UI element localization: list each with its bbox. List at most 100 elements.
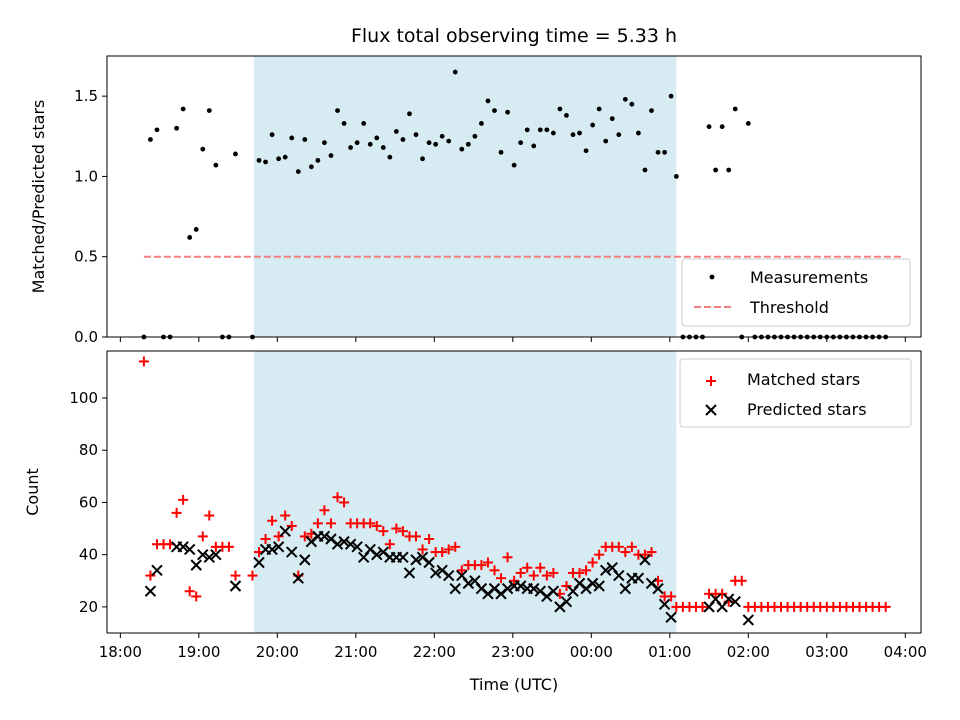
predicted-star-point (586, 577, 599, 590)
x-marker-b (658, 598, 671, 610)
top-legend-box (681, 258, 911, 327)
matched-star-point (509, 575, 520, 586)
matched-star-point (411, 531, 422, 542)
measurement-point (295, 169, 301, 175)
measurement-point (472, 133, 478, 139)
measurement-point (609, 116, 615, 122)
x-marker-b (331, 538, 344, 550)
x-marker-b (144, 585, 157, 597)
measurement-point (498, 149, 504, 155)
matched-star-point (443, 544, 454, 555)
matched-star-point (666, 591, 677, 602)
measurement-point (537, 127, 543, 133)
predicted-star-point (151, 564, 163, 577)
x-marker-b (547, 585, 560, 597)
measurement-point (668, 93, 674, 99)
predicted-star-point (190, 559, 202, 571)
matched-star-point (339, 497, 350, 508)
matched-star-point (620, 547, 631, 558)
predicted-star-point (423, 556, 435, 569)
x-marker-b (279, 525, 291, 537)
x-marker-b (210, 548, 222, 561)
x-marker-b (469, 575, 481, 587)
predicted-star-point (619, 582, 632, 595)
x-marker-b (436, 564, 448, 577)
top-panel: 0.0 0.5 1.0 1.5 Matched/Predicted stars Mea… (29, 55, 922, 346)
measurement-point (206, 108, 212, 113)
matched-star-point (223, 541, 234, 552)
predicted-stars-points (144, 525, 755, 626)
predicted-star-point (547, 585, 560, 597)
bottom-x-tick-label: 19:00 (177, 643, 220, 661)
matched-star-point (613, 541, 624, 552)
top-y-tick-label: 1.0 (74, 167, 98, 185)
measurement-point (713, 167, 719, 173)
matched-star-point (626, 541, 637, 552)
measurement-points (141, 69, 889, 340)
x-marker-b (645, 577, 658, 590)
measurement-point (505, 109, 510, 115)
bottom-legend-box (679, 358, 912, 428)
predicted-star-point (397, 551, 409, 563)
x-marker-b (318, 530, 331, 543)
measurement-point (426, 140, 432, 146)
predicted-star-point (652, 582, 664, 595)
measurement-point (459, 146, 465, 152)
matched-star-point (273, 531, 284, 542)
x-marker-b (151, 564, 163, 577)
legend-measurements-label: Measurements (750, 268, 868, 287)
measurement-point (400, 137, 406, 142)
x-marker-b (416, 551, 429, 563)
bottom-y-tick-label: 60 (79, 493, 98, 511)
matched-star-point (391, 523, 402, 534)
matched-star-point (204, 510, 215, 521)
matched-star-point (482, 557, 493, 568)
measurement-point (335, 108, 340, 113)
x-marker-b (462, 577, 475, 590)
measurement-point (256, 157, 262, 163)
matched-star-point (496, 573, 507, 584)
x-marker-b (742, 614, 755, 626)
matched-star-point (646, 547, 657, 558)
predicted-star-point (229, 580, 242, 592)
bottom-x-tick-label: 03:00 (805, 643, 848, 661)
measurement-point (374, 135, 380, 141)
matched-stars-points (138, 356, 891, 612)
matched-star-point (184, 586, 195, 597)
matched-star-point (437, 547, 448, 558)
bottom-y-axis-label: Count (23, 468, 42, 516)
matched-star-point (541, 570, 552, 581)
measurement-point (745, 121, 751, 126)
bottom-x-tick-label: 04:00 (884, 643, 927, 661)
bottom-panel: 20 40 60 80 100 18:00 19:00 20:00 21:00 22:00 23:… (23, 350, 927, 694)
matched-star-point (424, 534, 435, 544)
matched-star-point (230, 570, 241, 581)
predicted-star-point (658, 598, 671, 610)
predicted-star-point (318, 530, 331, 543)
matched-star-point (332, 492, 343, 503)
predicted-star-point (183, 543, 196, 556)
matched-star-point (476, 560, 487, 571)
measurement-point (518, 140, 524, 146)
x-marker-b (449, 582, 461, 595)
measurement-point (407, 111, 412, 117)
x-marker-b (253, 556, 265, 569)
x-marker-b (528, 582, 540, 595)
predicted-star-point (338, 535, 350, 548)
bottom-y-tick-label: 40 (79, 546, 98, 564)
chart-title: Flux total observing time = 5.33 h (351, 25, 677, 47)
measurement-point (616, 132, 622, 138)
x-marker-b (371, 548, 383, 561)
matched-star-point (267, 515, 278, 526)
predicted-star-point (279, 525, 291, 537)
x-marker-b (266, 543, 278, 556)
measurement-point (603, 138, 609, 144)
bottom-x-tick-label: 21:00 (334, 643, 377, 661)
predicted-star-point (449, 582, 461, 595)
x-marker-b (344, 538, 357, 550)
matched-star-point (522, 562, 533, 573)
x-axis-label: Time (UTC) (469, 675, 558, 694)
matched-star-point (736, 575, 747, 586)
bottom-x-tick-label: 02:00 (727, 643, 770, 661)
